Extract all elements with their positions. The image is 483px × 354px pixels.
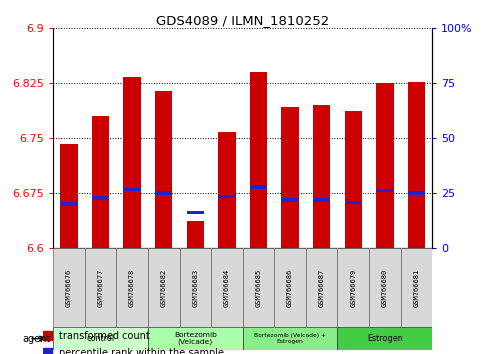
- Text: GSM766677: GSM766677: [98, 268, 103, 307]
- Bar: [408, 82, 425, 248]
- FancyBboxPatch shape: [148, 327, 243, 350]
- FancyBboxPatch shape: [53, 327, 148, 350]
- Bar: [124, 188, 141, 191]
- Text: percentile rank within the sample: percentile rank within the sample: [58, 348, 224, 354]
- Bar: [218, 195, 236, 198]
- FancyBboxPatch shape: [306, 248, 338, 327]
- Text: GSM766682: GSM766682: [161, 268, 167, 307]
- Text: Estrogen: Estrogen: [367, 334, 403, 343]
- Bar: [313, 199, 330, 202]
- Text: transformed count: transformed count: [58, 331, 149, 341]
- Bar: [376, 189, 394, 193]
- Text: GSM766676: GSM766676: [66, 268, 72, 307]
- Text: GSM766679: GSM766679: [350, 268, 356, 307]
- Bar: [250, 185, 267, 189]
- Text: GSM766686: GSM766686: [287, 268, 293, 307]
- Text: agent: agent: [23, 333, 51, 344]
- Bar: [344, 111, 362, 248]
- Bar: [92, 116, 109, 248]
- FancyBboxPatch shape: [338, 327, 432, 350]
- Text: GSM766683: GSM766683: [192, 268, 199, 307]
- Bar: [282, 199, 299, 202]
- Text: Bortezomib
(Velcade): Bortezomib (Velcade): [174, 332, 217, 346]
- FancyBboxPatch shape: [116, 248, 148, 327]
- Bar: [408, 191, 425, 195]
- Bar: [124, 77, 141, 248]
- Text: GSM766684: GSM766684: [224, 268, 230, 307]
- FancyBboxPatch shape: [243, 248, 274, 327]
- FancyBboxPatch shape: [401, 248, 432, 327]
- Bar: [92, 196, 109, 200]
- FancyBboxPatch shape: [369, 248, 401, 327]
- Text: GSM766681: GSM766681: [413, 268, 420, 307]
- Bar: [313, 105, 330, 248]
- Text: control: control: [86, 334, 114, 343]
- Bar: [155, 91, 172, 248]
- Bar: [282, 107, 299, 248]
- FancyBboxPatch shape: [338, 248, 369, 327]
- Bar: [344, 201, 362, 204]
- Bar: [250, 72, 267, 248]
- Bar: [186, 211, 204, 215]
- Bar: [43, 331, 52, 340]
- Text: GSM766680: GSM766680: [382, 268, 388, 307]
- FancyBboxPatch shape: [180, 248, 211, 327]
- Bar: [60, 144, 78, 248]
- FancyBboxPatch shape: [85, 248, 116, 327]
- FancyBboxPatch shape: [148, 248, 180, 327]
- Bar: [155, 191, 172, 195]
- FancyBboxPatch shape: [211, 248, 243, 327]
- Bar: [186, 221, 204, 248]
- Bar: [376, 83, 394, 248]
- Text: GSM766678: GSM766678: [129, 268, 135, 307]
- Bar: [43, 348, 52, 354]
- Title: GDS4089 / ILMN_1810252: GDS4089 / ILMN_1810252: [156, 14, 329, 27]
- FancyBboxPatch shape: [274, 248, 306, 327]
- FancyBboxPatch shape: [243, 327, 338, 350]
- Text: GSM766687: GSM766687: [319, 268, 325, 307]
- Bar: [218, 132, 236, 248]
- Text: GSM766685: GSM766685: [256, 268, 261, 307]
- Text: Bortezomib (Velcade) +
Estrogen: Bortezomib (Velcade) + Estrogen: [254, 333, 326, 344]
- FancyBboxPatch shape: [53, 248, 85, 327]
- Bar: [60, 202, 78, 206]
